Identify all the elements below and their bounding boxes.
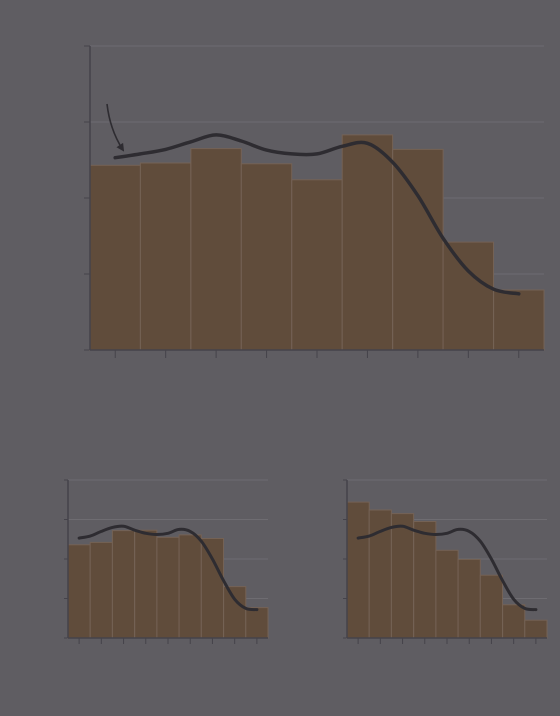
chart-panel-main	[84, 45, 545, 358]
bar-1	[67, 544, 91, 639]
bar-9	[493, 289, 545, 351]
chart-panel-bottom-right	[343, 479, 548, 644]
bar-8	[223, 586, 247, 639]
bar-5	[156, 536, 180, 639]
trend-line	[77, 524, 259, 612]
bar-8	[502, 604, 526, 639]
bar-5	[291, 179, 343, 351]
bar-4	[134, 529, 158, 639]
bar-3	[190, 148, 242, 351]
bar-7	[479, 574, 503, 639]
bar-7	[200, 538, 225, 639]
bar-6	[457, 558, 481, 639]
bar-6	[341, 134, 394, 351]
chart-panel-bottom-left	[64, 479, 269, 644]
annotation-arrow	[106, 103, 125, 152]
bar-5	[435, 549, 459, 639]
bar-7	[392, 148, 444, 351]
bar-3	[111, 530, 136, 639]
trend-line	[356, 524, 538, 612]
bar-4	[240, 163, 293, 351]
bar-6	[178, 534, 202, 639]
trend-line	[113, 133, 521, 296]
bar-1	[89, 164, 141, 351]
bar-9	[245, 607, 269, 639]
bar-2	[139, 162, 192, 351]
bar-2	[89, 541, 113, 639]
bar-4	[413, 521, 437, 639]
bar-1	[346, 501, 370, 639]
bar-8	[442, 241, 495, 351]
bar-9	[524, 619, 548, 639]
bar-3	[390, 513, 415, 639]
